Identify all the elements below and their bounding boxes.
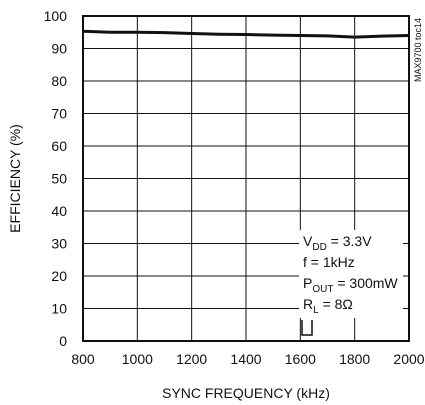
figure-id-label: MAX9700 toc14 xyxy=(413,18,423,82)
x-tick-label: 1400 xyxy=(230,351,261,367)
x-axis-label: SYNC FREQUENCY (kHz) xyxy=(162,385,330,401)
y-tick-label: 90 xyxy=(51,41,67,57)
y-tick-label: 50 xyxy=(51,171,67,187)
y-tick-label: 20 xyxy=(51,268,67,284)
series-lines xyxy=(82,29,410,39)
y-tick-label: 70 xyxy=(51,106,67,122)
annotation-line: f = 1kHz xyxy=(303,254,355,270)
annotation-line: POUT = 300mW xyxy=(303,275,398,295)
y-tick-label: 60 xyxy=(51,138,67,154)
annotation-mark xyxy=(301,320,313,336)
x-tick-label: 1800 xyxy=(339,351,370,367)
x-tick-label: 1600 xyxy=(285,351,316,367)
efficiency-series-line xyxy=(82,29,410,39)
x-tick-labels: 800 1000 1200 1400 1600 1800 2000 xyxy=(71,351,424,367)
x-tick-label: 1200 xyxy=(176,351,207,367)
annotation-line: VDD = 3.3V xyxy=(303,233,372,253)
y-tick-label: 100 xyxy=(44,8,68,24)
x-tick-label: 800 xyxy=(71,351,95,367)
y-tick-label: 40 xyxy=(51,203,67,219)
annotation-line: RL = 8Ω xyxy=(303,296,353,316)
y-axis-label: EFFICIENCY (%) xyxy=(7,124,23,233)
y-tick-label: 80 xyxy=(51,73,67,89)
plot-frame xyxy=(82,15,410,342)
x-tick-label: 1000 xyxy=(122,351,153,367)
annotation-box xyxy=(299,230,403,318)
y-tick-labels: 0 10 20 30 40 50 60 70 80 90 100 xyxy=(44,8,68,349)
y-tick-label: 30 xyxy=(51,236,67,252)
x-tick-label: 2000 xyxy=(393,351,424,367)
y-tick-label: 0 xyxy=(59,333,67,349)
y-tick-label: 10 xyxy=(51,301,67,317)
